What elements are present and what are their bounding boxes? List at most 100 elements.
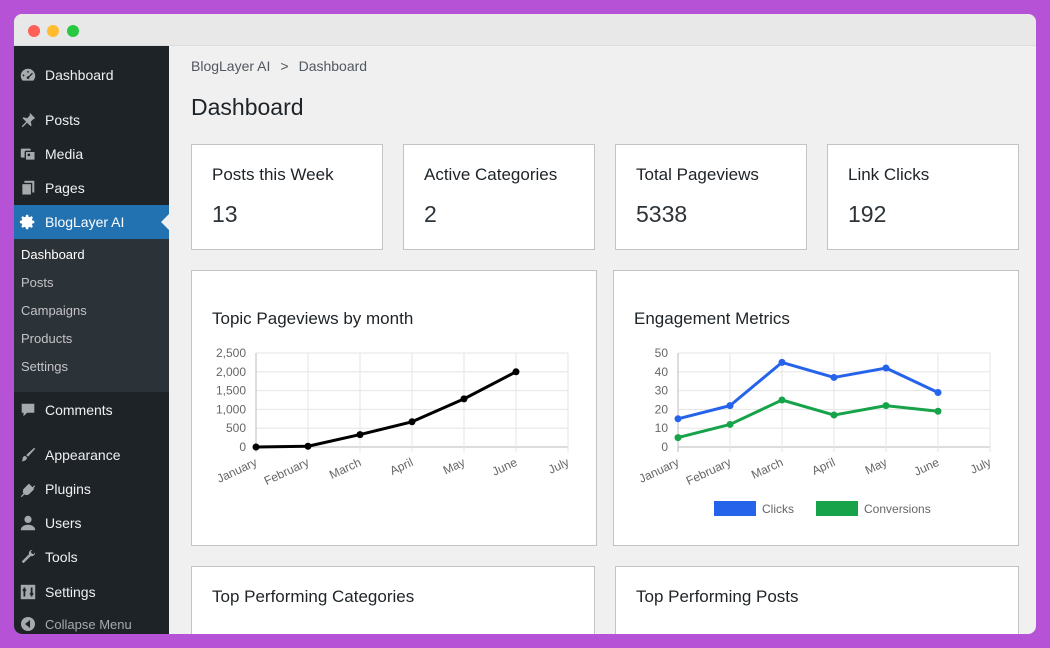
sidebar-item-label: Tools (45, 549, 78, 565)
y-tick-label: 0 (661, 440, 668, 454)
breadcrumb-current: Dashboard (298, 58, 368, 74)
submenu-item-products[interactable]: Products (21, 331, 73, 346)
submenu-item-dashboard[interactable]: Dashboard (21, 247, 85, 262)
stat-label: Posts this Week (212, 165, 334, 184)
gear-icon (18, 212, 38, 232)
stat-label: Link Clicks (848, 165, 930, 184)
collapse-icon (18, 616, 38, 632)
y-tick-label: 2,000 (216, 365, 246, 379)
user-icon (18, 513, 38, 533)
comment-icon (18, 400, 38, 420)
sidebar-item-tools[interactable]: Tools (14, 540, 169, 574)
data-point (512, 368, 520, 376)
data-point (726, 402, 734, 410)
breadcrumb-separator: > (280, 58, 289, 74)
x-tick-label: February (684, 455, 733, 488)
data-point (830, 411, 838, 419)
sidebar-item-label: BlogLayer AI (45, 214, 125, 230)
collapse-menu-label: Collapse Menu (45, 616, 132, 632)
y-tick-label: 1,500 (216, 384, 246, 398)
sidebar-item-label: Appearance (45, 447, 121, 463)
sidebar-item-dashboard[interactable]: Dashboard (14, 58, 169, 92)
stat-value: 2 (424, 201, 437, 227)
dashboard-icon (18, 65, 38, 85)
collapse-menu-button[interactable]: Collapse Menu (14, 612, 132, 634)
data-point (882, 364, 890, 372)
y-tick-label: 500 (226, 421, 246, 435)
stat-card-link-clicks: Link Clicks 192 (827, 144, 1019, 250)
y-tick-label: 2,500 (216, 346, 246, 360)
browser-window: Dashboard Posts Media Pages BlogLayer AI (14, 14, 1036, 634)
chart-card-topic-pageviews: Topic Pageviews by month 0 500 1,000 1,500 2… (191, 270, 597, 546)
x-tick-label: June (490, 455, 520, 479)
sidebar-item-label: Media (45, 146, 84, 162)
x-tick-label: July (968, 455, 993, 477)
sidebar-item-appearance[interactable]: Appearance (14, 438, 169, 472)
stat-card-posts-week: Posts this Week 13 (191, 144, 383, 250)
breadcrumb-root[interactable]: BlogLayer AI (191, 58, 271, 74)
data-point (674, 415, 682, 423)
top-posts-panel: Top Performing Posts (615, 566, 1019, 634)
y-tick-label: 40 (655, 365, 669, 379)
x-tick-label: June (912, 455, 942, 479)
stat-label: Active Categories (424, 165, 558, 184)
sidebar-item-settings[interactable]: Settings (14, 575, 169, 609)
legend-label: Conversions (864, 502, 931, 516)
x-tick-label: April (810, 455, 838, 478)
minimize-window-button[interactable] (47, 25, 59, 37)
sidebar-item-posts[interactable]: Posts (14, 103, 169, 137)
x-tick-label: May (863, 455, 889, 477)
data-point (778, 396, 786, 404)
stat-card-active-categories: Active Categories 2 (403, 144, 595, 250)
settings-icon (18, 582, 38, 602)
stat-value: 192 (848, 201, 887, 227)
admin-sidebar: Dashboard Posts Media Pages BlogLayer AI (14, 46, 169, 634)
chart-card-engagement-metrics: Engagement Metrics 0 10 20 30 40 50 January Feb… (613, 270, 1019, 546)
chart-title: Topic Pageviews by month (212, 309, 414, 328)
topic-pageviews-chart: 0 500 1,000 1,500 2,000 2,500 January February M… (215, 346, 572, 488)
maximize-window-button[interactable] (67, 25, 79, 37)
data-point (882, 402, 890, 410)
y-tick-label: 1,000 (216, 402, 246, 416)
data-point (460, 395, 468, 403)
y-tick-label: 50 (655, 346, 669, 360)
page-title: Dashboard (191, 94, 304, 120)
submenu-item-settings[interactable]: Settings (21, 359, 68, 374)
stat-value: 5338 (636, 201, 688, 227)
breadcrumb: BlogLayer AI > Dashboard (191, 58, 367, 74)
brush-icon (18, 445, 38, 465)
sidebar-item-plugins[interactable]: Plugins (14, 472, 169, 506)
submenu-item-posts[interactable]: Posts (21, 275, 54, 290)
plugin-icon (18, 479, 38, 499)
close-window-button[interactable] (28, 25, 40, 37)
pin-icon (18, 110, 38, 130)
series-line (677, 398, 939, 440)
bloglayer-submenu: Dashboard Posts Campaigns Products Setti… (14, 239, 169, 392)
x-tick-label: July (546, 455, 571, 477)
sidebar-item-comments[interactable]: Comments (14, 393, 169, 427)
data-point (726, 420, 734, 428)
sidebar-item-media[interactable]: Media (14, 137, 169, 171)
data-point (934, 388, 942, 396)
data-point (252, 443, 260, 451)
page-icon (18, 178, 38, 198)
y-tick-label: 10 (655, 421, 669, 435)
data-point (830, 373, 838, 381)
sidebar-item-label: Pages (45, 180, 85, 196)
data-point (778, 358, 786, 366)
sidebar-item-users[interactable]: Users (14, 506, 169, 540)
x-tick-label: January (637, 455, 682, 486)
x-tick-label: April (388, 455, 416, 478)
submenu-item-campaigns[interactable]: Campaigns (21, 303, 87, 318)
sidebar-item-pages[interactable]: Pages (14, 171, 169, 205)
y-tick-label: 20 (655, 402, 669, 416)
media-icon (18, 144, 38, 164)
legend-swatch (714, 501, 756, 516)
data-point (304, 442, 312, 450)
chart-title: Engagement Metrics (634, 309, 790, 328)
data-point (934, 407, 942, 415)
sidebar-item-label: Plugins (45, 481, 91, 497)
sidebar-item-bloglayer[interactable]: BlogLayer AI (14, 205, 169, 239)
panel-title: Top Performing Categories (212, 587, 415, 606)
title-bar (14, 14, 1036, 46)
